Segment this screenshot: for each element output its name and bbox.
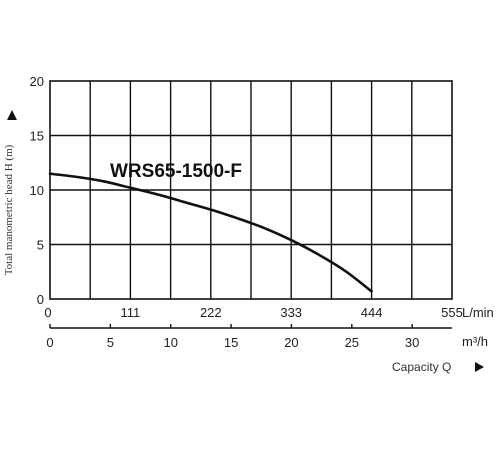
x-tick-label-m3h: 15	[224, 335, 238, 350]
x-tick-label-lpm: 555	[441, 305, 463, 320]
x-tick-label-lpm: 333	[280, 305, 302, 320]
x-tick-labels: 0 111 222 333 444 555	[44, 305, 462, 320]
y-axis-label: Total manometric head H (m)	[3, 144, 15, 275]
plot-frame	[49, 80, 453, 300]
chart-title: WRS65-1500-F	[110, 161, 242, 182]
y-tick-label: 20	[30, 74, 44, 89]
y-axis-arrow-icon	[7, 110, 17, 120]
pump-curve-line	[48, 172, 373, 293]
x-tick-label-m3h: 0	[46, 335, 53, 350]
x-tick-label-lpm: 222	[200, 305, 222, 320]
y-tick-label: 5	[37, 238, 44, 253]
grid	[50, 81, 452, 299]
x-axis-arrow-icon	[475, 362, 484, 372]
x-axis-label: Capacity Q	[392, 360, 451, 374]
y-tick-label: 10	[30, 183, 44, 198]
secondary-x-axis: 0 5 10 15 20 25 30	[46, 324, 452, 350]
x-tick-label-lpm: 0	[44, 305, 51, 320]
x-unit-m3h: m³/h	[462, 334, 488, 349]
x-tick-label-m3h: 5	[107, 335, 114, 350]
x-tick-label-m3h: 20	[284, 335, 298, 350]
y-tick-label: 15	[30, 129, 44, 144]
y-tick-labels: 0 5 10 15 20	[30, 74, 44, 307]
y-tick-label: 0	[37, 292, 44, 307]
x-tick-label-m3h: 10	[163, 335, 177, 350]
x-unit-lpm: L/min	[462, 305, 494, 320]
x-tick-label-lpm: 444	[361, 305, 383, 320]
x-tick-label-m3h: 30	[405, 335, 419, 350]
x-tick-label-lpm: 111	[121, 305, 141, 320]
x-tick-label-m3h: 25	[345, 335, 359, 350]
series-layer	[48, 172, 373, 293]
